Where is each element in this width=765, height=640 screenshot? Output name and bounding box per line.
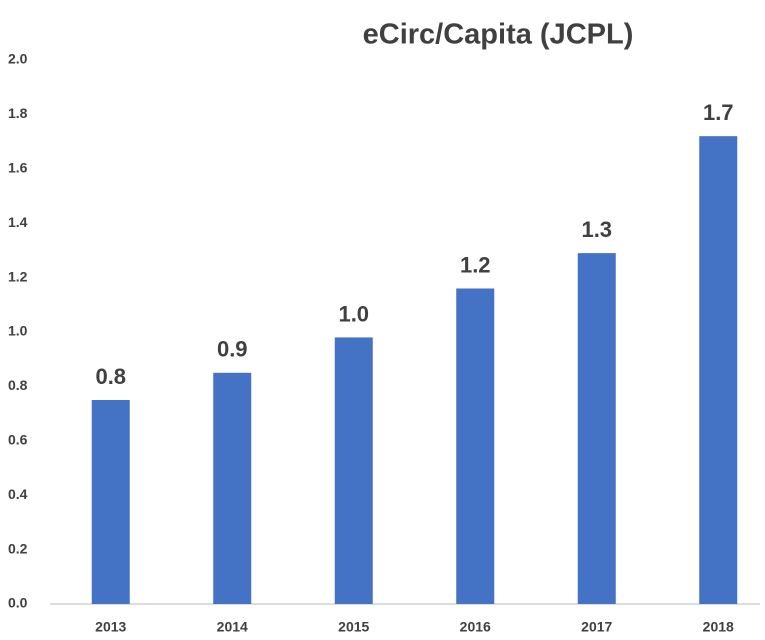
chart-title: eCirc/Capita (JCPL) (363, 19, 634, 51)
bar (334, 337, 373, 604)
data-label: 1.2 (460, 252, 491, 277)
y-tick-label: 1.6 (8, 160, 28, 176)
data-label: 1.0 (338, 301, 369, 326)
bar (456, 288, 495, 604)
data-label: 1.3 (581, 217, 612, 242)
y-tick-label: 0.0 (8, 595, 28, 611)
y-tick-label: 0.4 (8, 486, 28, 502)
y-tick-label: 1.4 (8, 214, 28, 230)
y-tick-label: 2.0 (8, 51, 28, 67)
bar (577, 253, 616, 604)
y-tick-label: 0.8 (8, 377, 28, 393)
y-tick-label: 0.2 (8, 540, 28, 556)
x-tick-label: 2016 (460, 619, 491, 635)
data-label: 0.9 (217, 337, 248, 362)
y-tick-label: 0.6 (8, 432, 28, 448)
y-tick-label: 1.0 (8, 323, 28, 339)
bar (213, 372, 252, 604)
y-tick-label: 1.8 (8, 105, 28, 121)
data-label: 1.7 (703, 100, 734, 125)
data-label: 0.8 (95, 364, 126, 389)
bar (699, 136, 738, 604)
x-tick-label: 2018 (703, 619, 734, 635)
y-tick-label: 1.2 (8, 268, 28, 284)
bar (91, 400, 130, 604)
x-tick-label: 2013 (95, 619, 126, 635)
x-tick-label: 2017 (581, 619, 612, 635)
x-tick-label: 2014 (217, 619, 248, 635)
x-tick-label: 2015 (338, 619, 369, 635)
